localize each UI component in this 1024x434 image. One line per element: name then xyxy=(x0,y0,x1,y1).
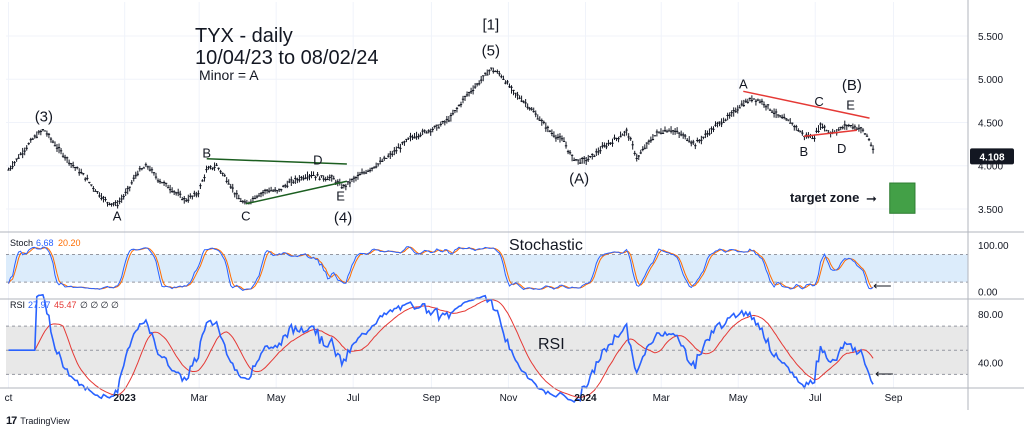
trendline xyxy=(206,158,347,165)
wave-label: C xyxy=(241,209,250,224)
wave-label: [1] xyxy=(482,17,499,34)
x-tick-label: May xyxy=(729,393,748,404)
price-tick-label: 3.500 xyxy=(978,205,1003,216)
stoch-d-value: 20.20 xyxy=(58,238,81,248)
tradingview-logo: 17 TradingView xyxy=(6,415,70,427)
price-tick-label: 4.500 xyxy=(978,118,1003,129)
tradingview-name: TradingView xyxy=(20,416,70,426)
x-tick-label: 2024 xyxy=(574,393,597,404)
tradingview-icon: 17 xyxy=(6,415,17,427)
grid xyxy=(6,2,968,388)
stoch-k-line xyxy=(8,246,874,291)
wave-label: C xyxy=(814,94,823,109)
chart-subtitle: 10/04/23 to 08/02/24 xyxy=(195,47,379,69)
stochastic-series xyxy=(8,246,874,291)
price-series xyxy=(7,67,875,209)
axes: ct 2023 Mar May Jul Sep Nov 2024 Mar May Jul Sep 5.5… xyxy=(0,0,1024,410)
trendline xyxy=(803,129,857,138)
stoch-k-value: 6.68 xyxy=(36,238,54,248)
stoch-band xyxy=(6,254,968,283)
x-tick-label: ct xyxy=(5,393,13,404)
stoch-arrow: ⟵ xyxy=(873,278,892,293)
wave-label: B xyxy=(800,144,809,159)
wave-label: (B) xyxy=(842,77,862,94)
chart-title: TYX - daily xyxy=(195,25,293,47)
wave-label: E xyxy=(846,97,855,112)
stoch-tick-label: 100.00 xyxy=(978,241,1009,252)
target-zone-arrow: ➞ xyxy=(866,191,877,206)
stoch-tick-label: 0.00 xyxy=(978,287,998,298)
x-tick-label: May xyxy=(267,393,286,404)
wave-label: (4) xyxy=(334,210,352,227)
rsi-ma-value: 45.47 xyxy=(54,300,77,310)
last-price-tag xyxy=(970,148,1014,165)
rsi-title: RSI xyxy=(538,336,565,353)
chart-note: Minor = A xyxy=(199,67,259,83)
x-tick-label: 2023 xyxy=(114,393,137,404)
price-tick-label: 5.500 xyxy=(978,32,1003,43)
stoch-d-line xyxy=(8,246,874,291)
x-tick-label: Jul xyxy=(809,393,822,404)
rsi-line xyxy=(8,293,874,403)
wave-label: A xyxy=(739,77,748,92)
wave-label: A xyxy=(113,209,122,224)
rsi-extra: ∅ ∅ ∅ ∅ xyxy=(80,300,119,310)
x-tick-label: Sep xyxy=(423,393,441,404)
wave-label: (A) xyxy=(569,171,589,188)
rsi-tick-label: 40.00 xyxy=(978,358,1003,369)
indicator-bands xyxy=(6,253,968,375)
rsi-legend-label: RSI xyxy=(10,300,25,310)
rsi-series xyxy=(8,293,874,403)
target-zone-label: target zone xyxy=(790,190,859,205)
wave-label: D xyxy=(837,141,846,156)
trendlines xyxy=(206,90,916,214)
x-tick-label: Nov xyxy=(500,393,518,404)
stoch-legend-label: Stoch xyxy=(10,238,33,248)
price-tick-label: 4.000 xyxy=(978,162,1003,173)
price-tick-label: 5.000 xyxy=(978,75,1003,86)
wave-label: D xyxy=(313,153,322,168)
target-zone-box xyxy=(889,182,916,214)
stochastic-title: Stochastic xyxy=(509,237,583,254)
rsi-tick-label: 80.00 xyxy=(978,310,1003,321)
rsi-arrow: ⟵ xyxy=(875,366,894,381)
rsi-value: 27.97 xyxy=(28,300,51,310)
wave-label: B xyxy=(202,146,211,161)
trendline xyxy=(743,90,870,119)
x-tick-label: Jul xyxy=(347,393,360,404)
wave-label: (3) xyxy=(35,108,53,125)
wave-label: E xyxy=(336,189,345,204)
wave-labels: (3) A B C D E (4) (5) [1] (A) A C B D E (B) xyxy=(35,17,862,227)
x-tick-label: Mar xyxy=(191,393,209,404)
wave-label: (5) xyxy=(482,43,500,60)
trendline xyxy=(245,180,348,205)
x-tick-label: Sep xyxy=(885,393,903,404)
last-price-value: 4.108 xyxy=(979,152,1004,163)
x-tick-label: Mar xyxy=(653,393,671,404)
